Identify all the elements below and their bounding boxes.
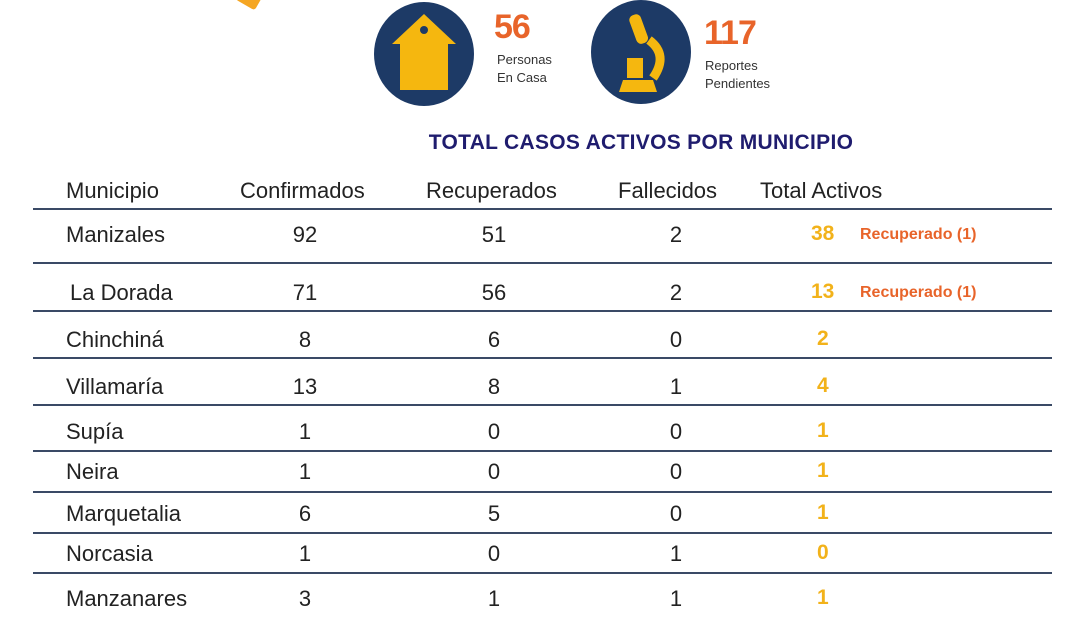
cell-confirmados: 1 <box>298 541 312 566</box>
cell-total-activos: 1 <box>817 501 829 524</box>
label-line: Reportes <box>705 58 758 73</box>
row-divider <box>33 491 1052 493</box>
cell-confirmados: 1 <box>298 419 312 444</box>
cell-total-activos: 4 <box>817 374 829 397</box>
table-title: TOTAL CASOS ACTIVOS POR MUNICIPIO <box>428 131 854 154</box>
cell-municipio: Chinchiná <box>66 327 164 352</box>
header-confirmados: Confirmados <box>240 178 365 203</box>
cell-total-activos: 13 <box>811 280 835 303</box>
cell-municipio: Manzanares <box>66 586 188 611</box>
cell-recuperados: 8 <box>487 374 501 399</box>
cell-recuperados: 0 <box>487 541 501 566</box>
cell-fallecidos: 0 <box>669 327 683 352</box>
cell-recuperados: 56 <box>481 280 507 305</box>
cell-municipio: Neira <box>66 459 119 484</box>
cell-municipio: Villamaría <box>66 374 164 399</box>
cell-total-activos: 1 <box>817 586 829 609</box>
cell-municipio: Norcasia <box>66 541 153 566</box>
cell-recuperados: 51 <box>481 222 507 247</box>
cell-municipio: Manizales <box>66 222 166 247</box>
label-line: Pendientes <box>705 76 771 91</box>
cell-recuperados: 0 <box>487 459 501 484</box>
cell-confirmados: 71 <box>292 280 318 305</box>
row-divider <box>33 572 1052 574</box>
stat-value-reports: 117 <box>704 14 757 52</box>
cell-note: Recuperado (1) <box>860 226 977 243</box>
cell-fallecidos: 1 <box>669 374 683 399</box>
cell-total-activos: 2 <box>817 327 829 350</box>
label-line: En Casa <box>497 70 547 85</box>
row-divider <box>33 357 1052 359</box>
cell-confirmados: 92 <box>292 222 318 247</box>
row-divider <box>33 450 1052 452</box>
house-icon-circle <box>374 2 474 106</box>
cell-municipio: Supía <box>66 419 124 444</box>
cell-recuperados: 0 <box>487 419 501 444</box>
cell-confirmados: 8 <box>298 327 312 352</box>
cell-fallecidos: 1 <box>669 586 683 611</box>
microscope-icon-circle <box>591 0 691 104</box>
stat-value-persons: 56 <box>494 8 531 46</box>
cell-total-activos: 1 <box>817 419 829 442</box>
row-divider <box>33 208 1052 210</box>
cell-confirmados: 1 <box>298 459 312 484</box>
cell-municipio: Marquetalia <box>66 501 181 526</box>
cell-municipio: La Dorada <box>70 280 173 305</box>
cell-total-activos: 0 <box>817 541 829 564</box>
decorative-shape <box>235 0 263 11</box>
row-divider <box>33 404 1052 406</box>
cell-confirmados: 13 <box>292 374 318 399</box>
cell-recuperados: 1 <box>487 586 501 611</box>
header-municipio: Municipio <box>66 178 159 203</box>
cell-recuperados: 6 <box>487 327 501 352</box>
cell-fallecidos: 0 <box>669 459 683 484</box>
microscope-icon <box>619 14 665 92</box>
cell-note: Recuperado (1) <box>860 284 977 301</box>
cell-fallecidos: 0 <box>669 419 683 444</box>
stat-label-persons: Personas En Casa <box>497 51 552 87</box>
row-divider <box>33 532 1052 534</box>
stat-label-reports: Reportes Pendientes <box>705 57 770 93</box>
label-line: Personas <box>497 52 552 67</box>
cell-fallecidos: 2 <box>669 222 683 247</box>
cell-recuperados: 5 <box>487 501 501 526</box>
house-icon <box>392 14 456 90</box>
header-recuperados: Recuperados <box>426 178 557 203</box>
cell-fallecidos: 1 <box>669 541 683 566</box>
row-divider <box>33 262 1052 264</box>
cell-confirmados: 3 <box>298 586 312 611</box>
cell-total-activos: 38 <box>811 222 835 245</box>
cell-fallecidos: 2 <box>669 280 683 305</box>
header-fallecidos: Fallecidos <box>618 178 718 203</box>
row-divider <box>33 310 1052 312</box>
cell-total-activos: 1 <box>817 459 829 482</box>
header-total-activos: Total Activos <box>760 178 883 203</box>
cell-fallecidos: 0 <box>669 501 683 526</box>
cell-confirmados: 6 <box>298 501 312 526</box>
